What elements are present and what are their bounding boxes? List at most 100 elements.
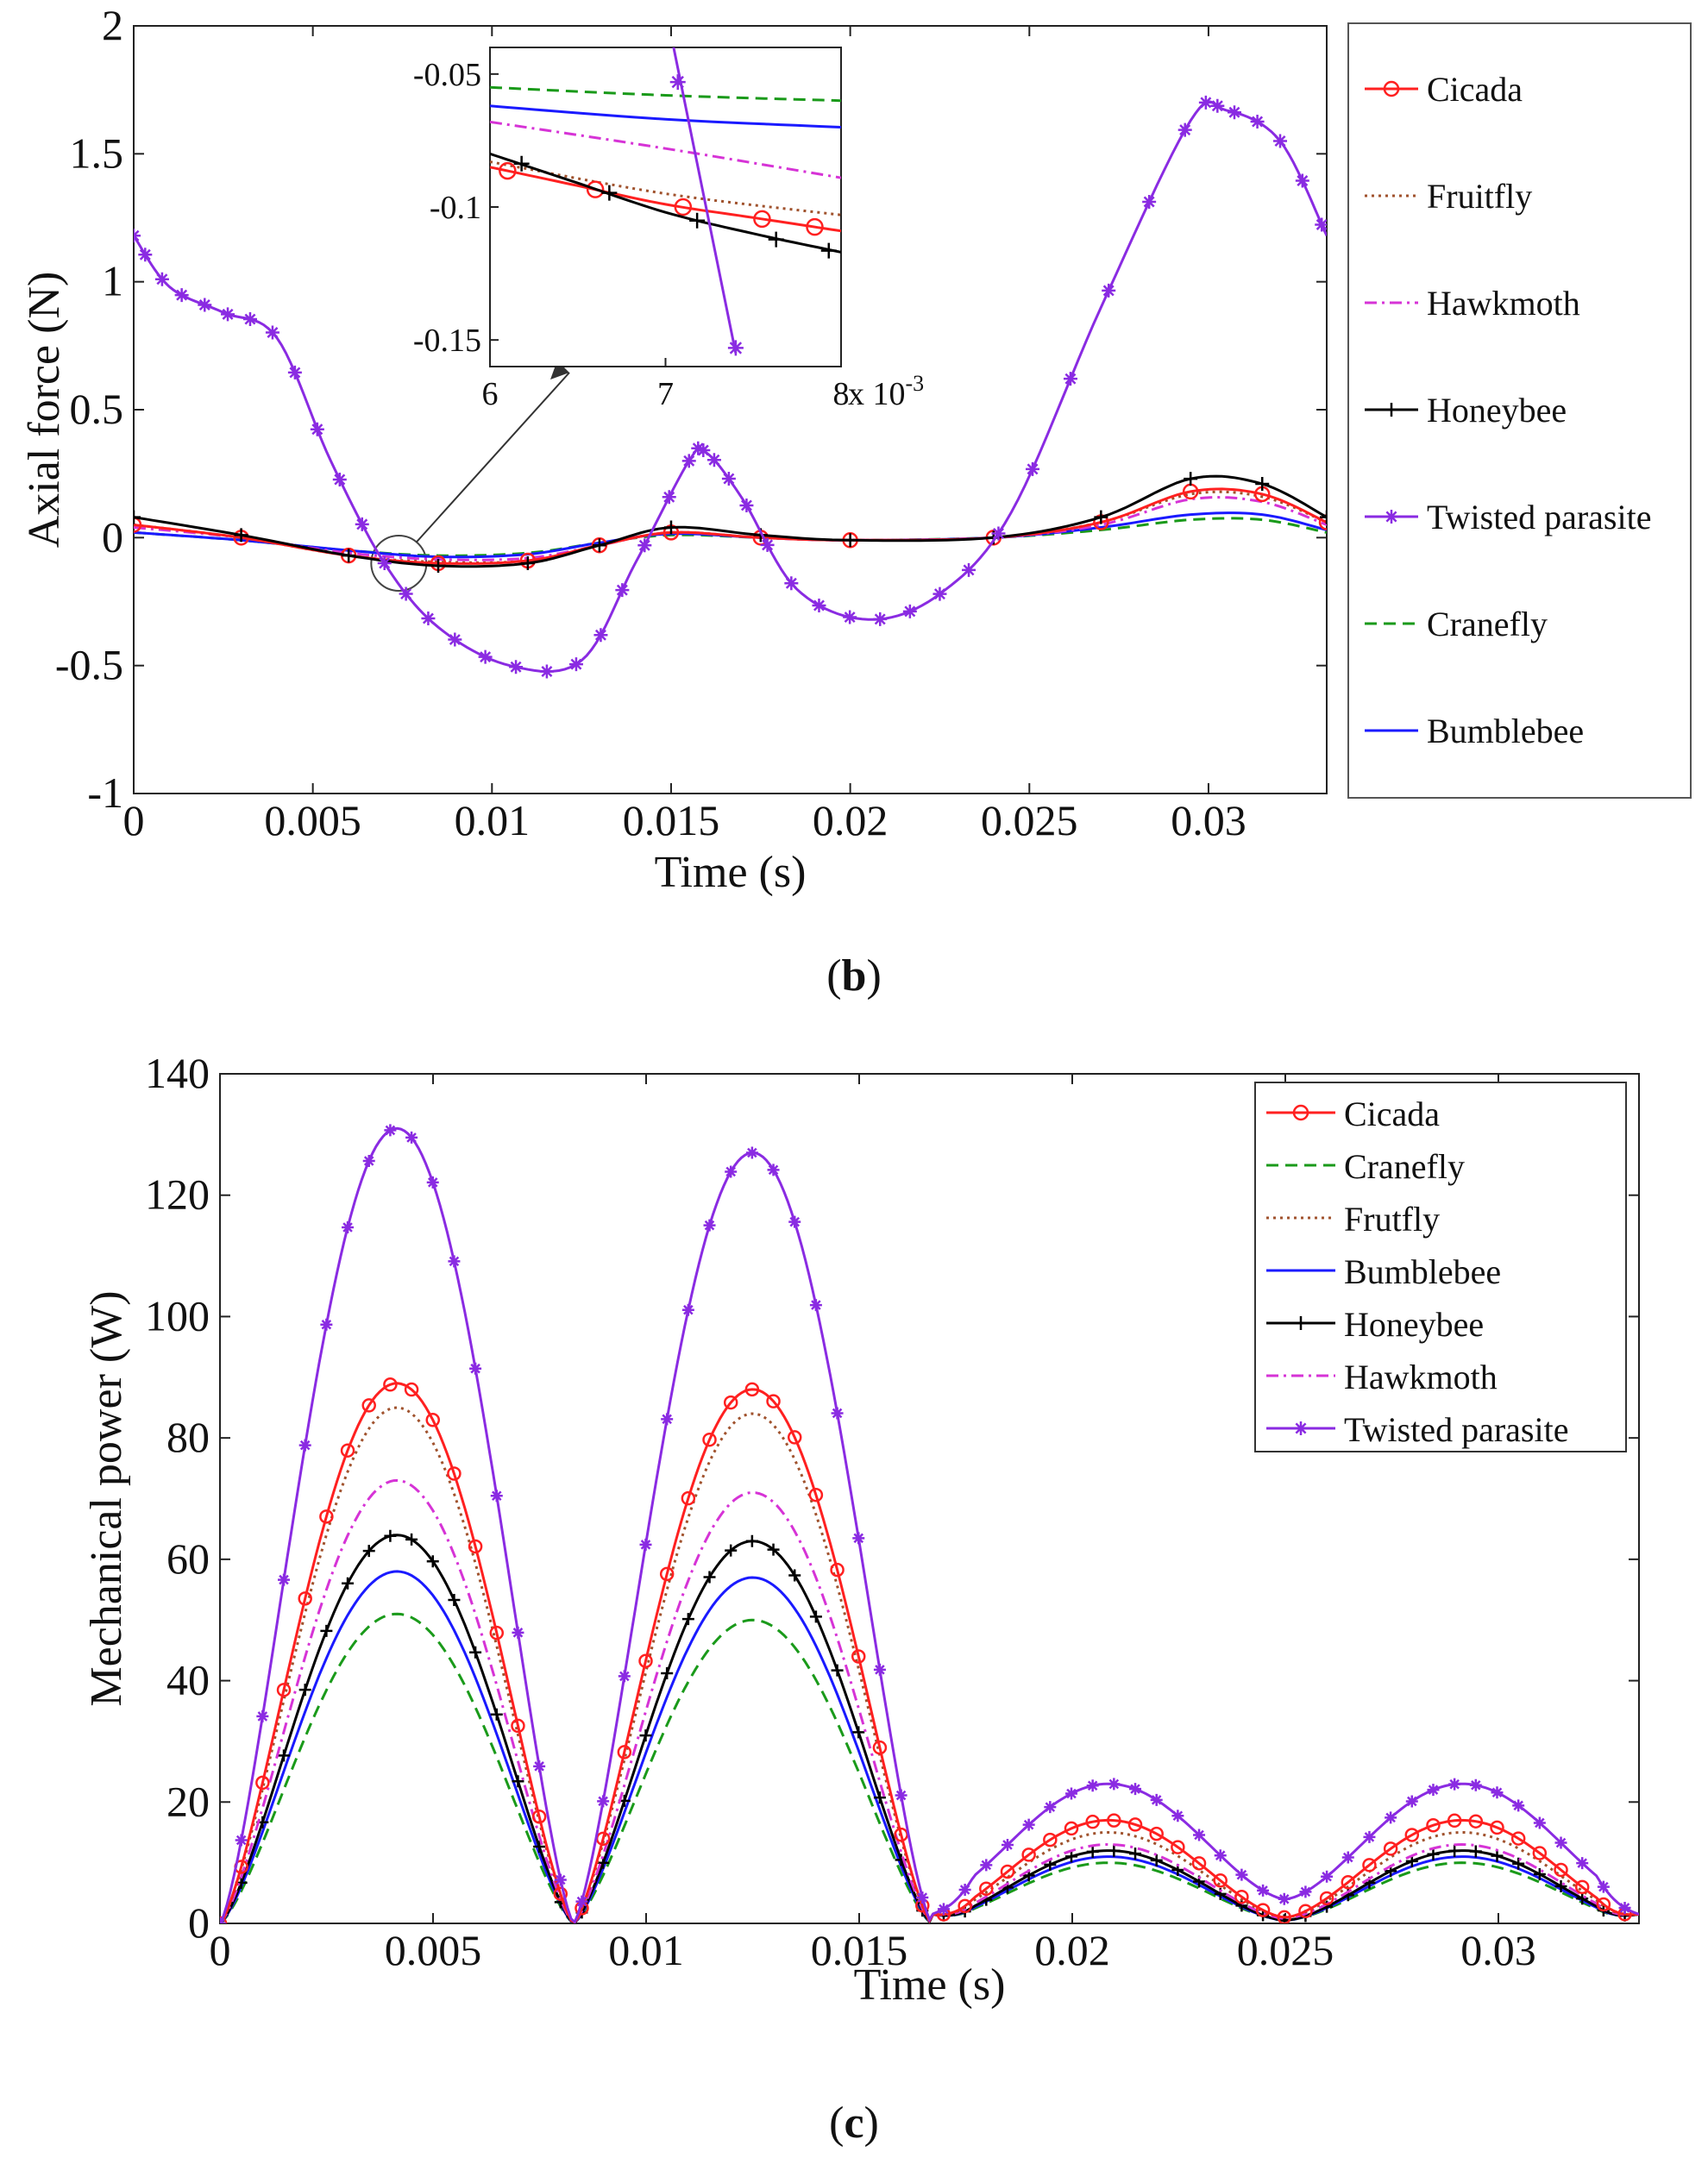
axial-force-x-tick-label: 0.005 xyxy=(264,796,361,844)
inset-x-multiplier-base: x 10 xyxy=(848,376,906,412)
mechanical-power-marker-twisted-parasite xyxy=(681,1303,694,1316)
axial-force-marker-twisted-parasite xyxy=(991,526,1006,541)
axial-force-marker-twisted-parasite xyxy=(721,471,736,486)
mechanical-power-marker-cicada xyxy=(1383,1841,1398,1856)
mechanical-power-marker-honeybee xyxy=(1512,1857,1525,1870)
axial-force-y-tick-label: 1 xyxy=(102,257,123,305)
mechanical-power-marker-honeybee xyxy=(831,1664,844,1677)
inset-marker-cicada xyxy=(753,210,771,229)
mechanical-power-marker-twisted-parasite xyxy=(1086,1779,1099,1792)
mechanical-power-marker-honeybee xyxy=(448,1593,461,1606)
mechanical-power-marker-cicada xyxy=(766,1394,781,1408)
axial-force-x-tick-label: 0.01 xyxy=(455,796,531,844)
mechanical-power-marker-cicada xyxy=(723,1395,738,1410)
mechanical-power-marker-twisted-parasite xyxy=(1235,1868,1248,1881)
mechanical-power-marker-twisted-parasite xyxy=(1299,1885,1312,1898)
mechanical-power-marker-cicada xyxy=(1149,1826,1164,1841)
mechanical-power-marker-twisted-parasite xyxy=(1385,1811,1397,1824)
mechanical-power-marker-cicada xyxy=(1171,1840,1185,1854)
mechanical-power-marker-twisted-parasite xyxy=(1597,1880,1610,1893)
inset-marker-honeybee xyxy=(689,212,706,229)
mechanical-power-marker-twisted-parasite xyxy=(384,1124,397,1137)
mechanical-power-line-bumblebee xyxy=(220,1570,1639,1923)
mechanical-power-marker-twisted-parasite xyxy=(1214,1849,1227,1862)
axial-force-marker-twisted-parasite xyxy=(287,365,302,380)
mechanical-power-marker-twisted-parasite xyxy=(554,1873,567,1886)
mechanical-power-marker-cicada xyxy=(1191,1856,1207,1871)
panel-c-label-open: ( xyxy=(829,2098,844,2148)
inset-line-cranefly xyxy=(490,85,841,103)
inset-marker-cicada xyxy=(674,198,693,216)
mechanical-power-legend-item-cranefly: Cranefly xyxy=(1266,1147,1465,1186)
axial-force-x-label: Time (s) xyxy=(655,848,807,897)
axial-force-plot-area xyxy=(133,25,1328,794)
mechanical-power-marker-honeybee xyxy=(745,1534,758,1547)
mechanical-power-x-tick-label: 0.005 xyxy=(385,1926,482,1974)
axial-force-marker-twisted-parasite xyxy=(1177,122,1192,137)
axial-force-marker-honeybee xyxy=(843,533,857,548)
inset-series-cranefly xyxy=(490,85,841,103)
axial-force-marker-twisted-parasite xyxy=(1273,134,1288,148)
axial-force-marker-cicada xyxy=(1318,514,1327,530)
axial-force-marker-twisted-parasite xyxy=(1315,217,1327,232)
axial-force-marker-twisted-parasite xyxy=(662,490,676,505)
axial-force-marker-twisted-parasite xyxy=(1227,105,1241,120)
panel-c-label-letter: c xyxy=(844,2098,863,2148)
mechanical-power-marker-cicada xyxy=(1574,1879,1590,1895)
axial-force-legend-label: Twisted parasite xyxy=(1427,498,1651,536)
mechanical-power-marker-cicada xyxy=(298,1591,312,1606)
mechanical-power-marker-honeybee xyxy=(362,1545,375,1558)
mechanical-power-marker-twisted-parasite xyxy=(873,1663,886,1676)
mechanical-power-marker-twisted-parasite xyxy=(703,1219,716,1232)
mechanical-power-marker-twisted-parasite xyxy=(1448,1778,1461,1791)
mechanical-power-marker-cicada xyxy=(511,1718,525,1734)
mechanical-power-marker-honeybee xyxy=(342,1577,355,1590)
mechanical-power-legend-marker-twisted-parasite xyxy=(1294,1421,1308,1435)
mechanical-power-marker-twisted-parasite xyxy=(1171,1810,1184,1822)
axial-force-marker-twisted-parasite xyxy=(812,599,826,613)
axial-force-marker-twisted-parasite xyxy=(478,649,493,664)
mechanical-power-marker-cicada xyxy=(1404,1828,1420,1842)
inset-series-hawkmoth xyxy=(490,120,841,179)
mechanical-power-marker-cicada xyxy=(1255,1903,1271,1917)
axial-force-y-tick-label: -0.5 xyxy=(55,641,123,689)
mechanical-power-marker-honeybee xyxy=(1108,1844,1121,1857)
inset-x-tick-label: 7 xyxy=(657,376,674,412)
mechanical-power-marker-twisted-parasite xyxy=(745,1146,758,1159)
mechanical-power-marker-honeybee xyxy=(1065,1850,1077,1863)
axial-force-legend-marker-cicada xyxy=(1383,80,1400,97)
mechanical-power-marker-twisted-parasite xyxy=(1022,1818,1035,1831)
axial-force-line-cicada xyxy=(134,487,1327,565)
axial-force-marker-twisted-parasite xyxy=(1102,283,1116,298)
axial-force-series xyxy=(134,95,1327,679)
mechanical-power-y-tick-label: 0 xyxy=(188,1898,210,1947)
mechanical-power-marker-cicada xyxy=(404,1382,419,1397)
axial-force-y-tick-label: 0.5 xyxy=(70,385,124,433)
axial-force-inset: 6 7 8 -0.05 -0.1 -0.15 x 10-3 xyxy=(413,47,924,412)
axial-force-x-tick-label: 0.025 xyxy=(981,796,1078,844)
mechanical-power-marker-cicada xyxy=(830,1562,845,1578)
axial-force-legend-item-cranefly: Cranefly xyxy=(1365,605,1548,643)
mechanical-power-legend-item-twisted-parasite: Twisted parasite xyxy=(1266,1410,1568,1449)
axial-force-marker-twisted-parasite xyxy=(873,612,888,626)
axial-force-marker-twisted-parasite xyxy=(706,453,721,467)
mechanical-power-series-twisted-parasite xyxy=(220,1124,1639,1923)
axial-force-marker-twisted-parasite xyxy=(198,298,212,312)
mechanical-power-marker-twisted-parasite xyxy=(980,1859,993,1872)
axial-force-y-tick-label: -1 xyxy=(87,768,123,817)
mechanical-power-marker-cicada xyxy=(1043,1832,1058,1847)
mechanical-power-legend-item-bumblebee: Bumblebee xyxy=(1266,1252,1501,1291)
mechanical-power-marker-cicada xyxy=(1298,1904,1313,1919)
axial-force-marker-twisted-parasite xyxy=(843,610,857,624)
axial-force-marker-twisted-parasite xyxy=(739,498,754,512)
mechanical-power-y-tick-label: 40 xyxy=(166,1656,210,1704)
mechanical-power-marker-cicada xyxy=(1447,1813,1462,1829)
inset-line-honeybee xyxy=(490,152,841,254)
mechanical-power-marker-twisted-parasite xyxy=(1193,1829,1206,1841)
mechanical-power-marker-honeybee xyxy=(1469,1845,1482,1858)
mechanical-power-x-tick-label: 0.02 xyxy=(1034,1926,1110,1974)
axial-force-marker-twisted-parasite xyxy=(448,632,462,647)
axial-force-line-fruitfly xyxy=(134,490,1327,564)
axial-force-marker-twisted-parasite xyxy=(1063,372,1077,386)
axial-force-marker-twisted-parasite xyxy=(134,229,141,243)
